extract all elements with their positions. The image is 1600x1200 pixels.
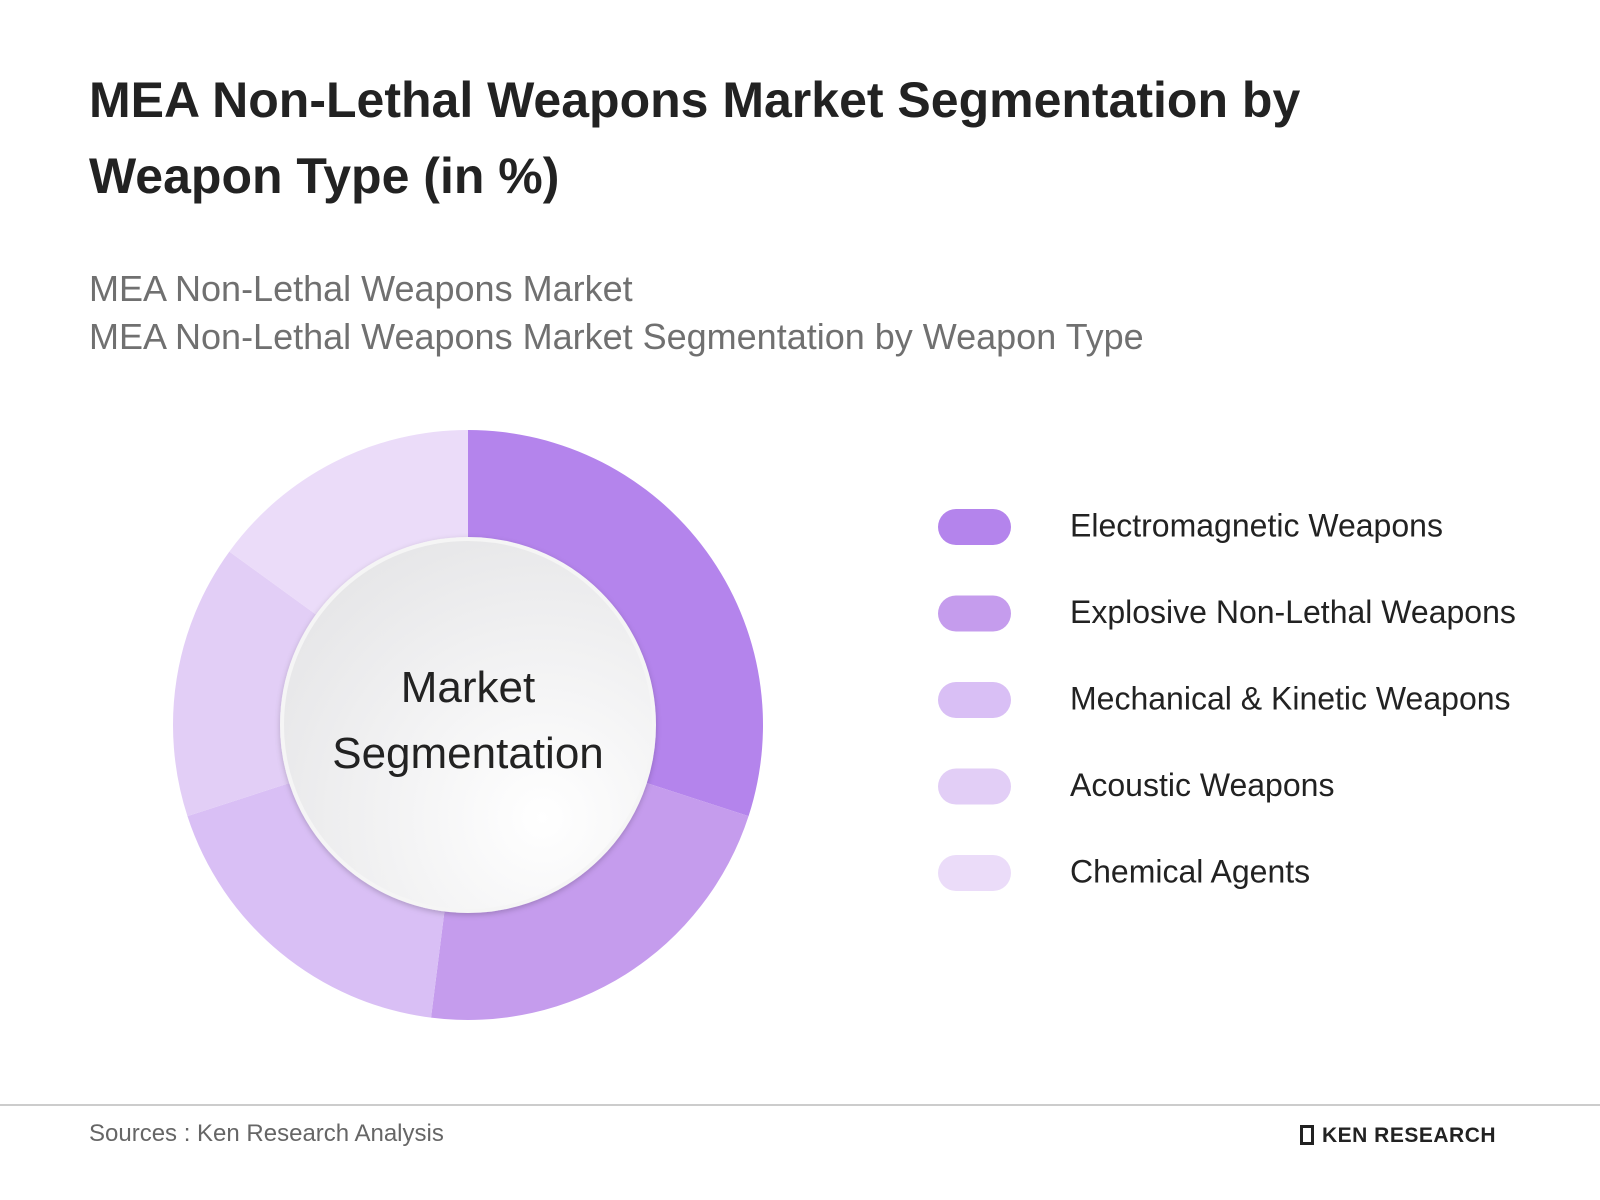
- legend-label: Explosive Non-Lethal Weapons: [1070, 594, 1516, 630]
- legend-label: Acoustic Weapons: [1070, 767, 1334, 803]
- legend-label: Chemical Agents: [1070, 853, 1310, 889]
- legend-swatch: [938, 768, 1011, 805]
- legend-swatch: [938, 595, 1011, 632]
- legend-swatch: [938, 682, 1011, 718]
- donut-slice: [187, 771, 450, 1018]
- legend-label: Mechanical & Kinetic Weapons: [1070, 680, 1511, 716]
- source: Sources : Ken Research Analysis: [89, 1120, 444, 1147]
- legend-label: Electromagnetic Weapons: [1070, 507, 1443, 543]
- legend: Electromagnetic Weapons Explosive Non-Let…: [938, 507, 1516, 891]
- legend-swatch: [938, 855, 1011, 891]
- legend-swatch: [938, 509, 1011, 545]
- chart: Electromagnetic Weapons Explosive Non-Let…: [172, 430, 1516, 1020]
- footer-rule: [0, 1104, 1600, 1106]
- center-label: Market Segmentation: [332, 663, 604, 778]
- subtitle: MEA Non-Lethal Weapons Market Segmentati…: [89, 316, 1144, 357]
- chart-title: MEA Non-Lethal Weapons Market Segmentati…: [89, 72, 1301, 204]
- logo: KEN RESEARCH: [1300, 1124, 1510, 1148]
- donut-hole: [280, 537, 656, 913]
- donut-slice: [431, 771, 749, 1020]
- subtitle: MEA Non-Lethal Weapons Market: [89, 268, 633, 309]
